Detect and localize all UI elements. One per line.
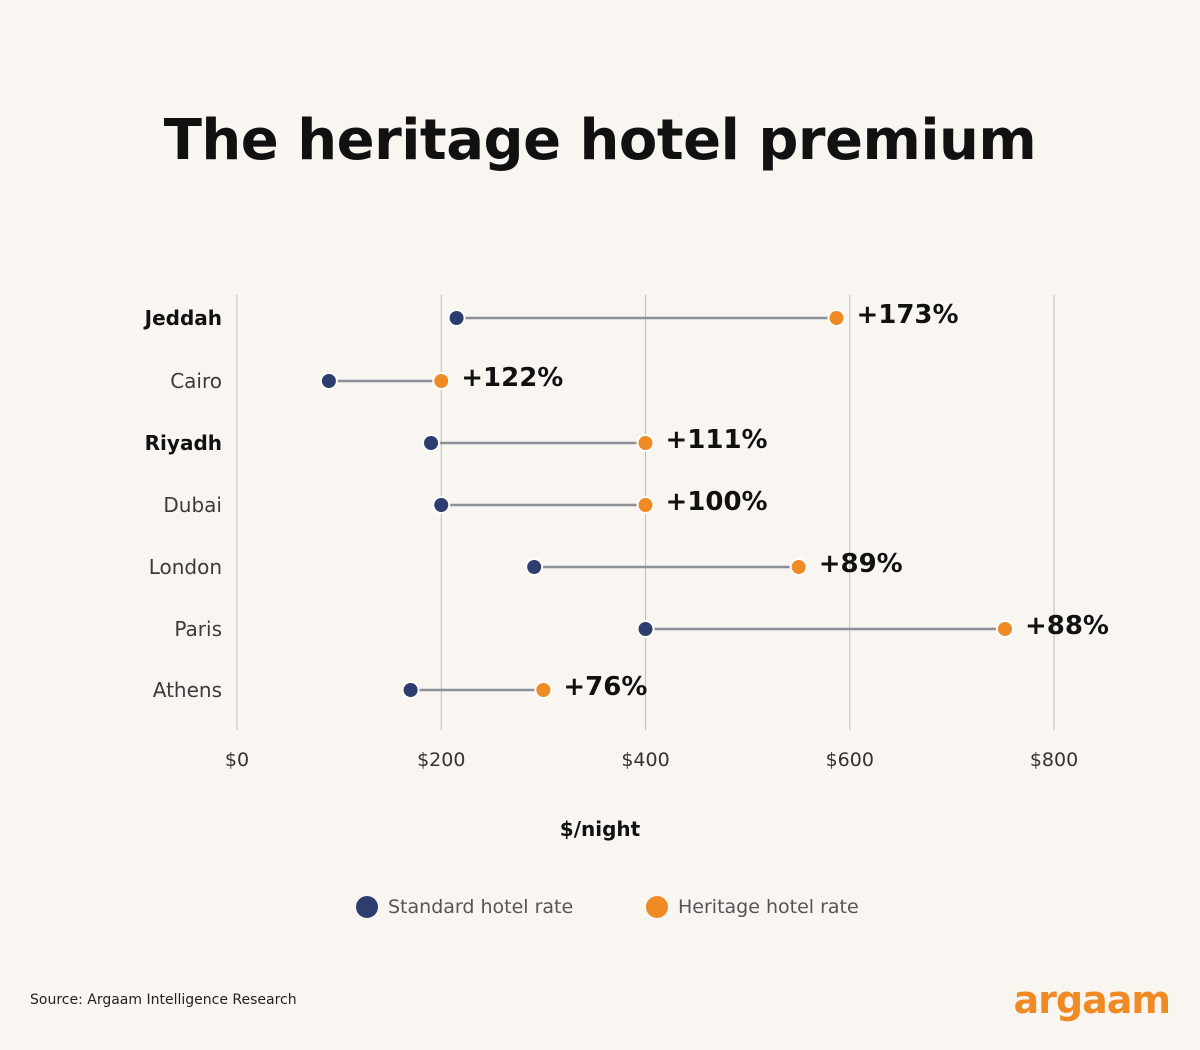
standard-rate-dot	[432, 496, 451, 514]
city-label: Dubai	[163, 493, 222, 517]
heritage-rate-dot	[995, 620, 1014, 638]
heritage-rate-dot	[827, 309, 846, 327]
premium-label: +122%	[461, 363, 563, 393]
legend-standard-label: Standard hotel rate	[388, 896, 574, 918]
city-label: Cairo	[170, 369, 222, 393]
heritage-rate-dot	[636, 434, 655, 452]
x-tick-label: $800	[1030, 749, 1078, 771]
premium-label: +89%	[819, 549, 903, 579]
chart-title: The heritage hotel premium	[163, 108, 1037, 173]
legend: Standard hotel rate Heritage hotel rate	[0, 896, 1200, 926]
dumbbell-chart: $0 $200 $400 $600 $800 $/night Jeddah +173% Cair…	[143, 295, 1109, 841]
legend-heritage-marker	[646, 896, 668, 918]
x-tick-label: $0	[225, 749, 249, 771]
city-label: Athens	[153, 678, 222, 702]
heritage-rate-dot	[636, 496, 655, 514]
city-label: Riyadh	[145, 431, 222, 455]
heritage-rate-dot	[789, 558, 808, 576]
premium-label: +76%	[563, 672, 647, 702]
x-tick-label: $200	[417, 749, 465, 771]
standard-rate-dot	[447, 309, 466, 327]
legend-standard-marker	[356, 896, 378, 918]
x-tick-label: $600	[826, 749, 874, 771]
standard-rate-dot	[636, 620, 655, 638]
source-note: Source: Argaam Intelligence Research	[30, 992, 297, 1008]
legend-item-standard: Standard hotel rate	[356, 896, 573, 918]
heritage-rate-dot	[432, 372, 451, 390]
premium-label: +111%	[666, 425, 768, 455]
standard-rate-dot	[422, 434, 441, 452]
city-label: London	[149, 555, 222, 579]
premium-label: +88%	[1025, 611, 1109, 641]
standard-rate-dot	[525, 558, 544, 576]
heritage-rate-dot	[534, 681, 553, 699]
city-label: Jeddah	[143, 306, 222, 330]
x-axis-title: $/night	[560, 817, 641, 841]
premium-label: +100%	[666, 487, 768, 517]
premium-label: +173%	[856, 300, 958, 330]
city-label: Paris	[174, 617, 222, 641]
standard-rate-dot	[401, 681, 420, 699]
standard-rate-dot	[319, 372, 338, 390]
brand-logo: argaam	[1013, 978, 1171, 1022]
legend-heritage-label: Heritage hotel rate	[678, 896, 859, 918]
legend-item-heritage: Heritage hotel rate	[646, 896, 859, 918]
x-tick-label: $400	[621, 749, 669, 771]
